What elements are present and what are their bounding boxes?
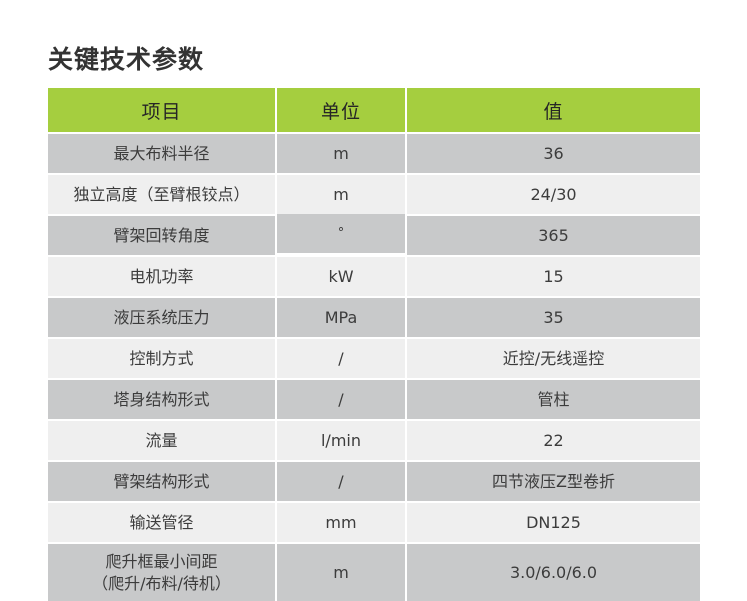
- cell-value: 365: [407, 216, 700, 257]
- column-header-unit: 单位: [277, 88, 407, 134]
- cell-value: 3.0/6.0/6.0: [407, 544, 700, 601]
- cell-unit: kW: [277, 257, 407, 298]
- table-row: 爬升框最小间距 （爬升/布料/待机） m 3.0/6.0/6.0: [48, 544, 700, 601]
- table-row: 塔身结构形式 / 管柱: [48, 380, 700, 421]
- cell-unit: /: [277, 339, 407, 380]
- cell-value: 管柱: [407, 380, 700, 421]
- table-row: 独立高度（至臂根铰点） m 24/30: [48, 175, 700, 216]
- table-row: 最大布料半径 m 36: [48, 134, 700, 175]
- cell-unit: /: [277, 380, 407, 421]
- cell-unit: l/min: [277, 421, 407, 462]
- table-row: 液压系统压力 MPa 35: [48, 298, 700, 339]
- page-title: 关键技术参数: [48, 44, 205, 74]
- cell-unit: /: [277, 462, 407, 503]
- cell-value: 36: [407, 134, 700, 175]
- cell-item: 塔身结构形式: [48, 380, 277, 421]
- cell-unit: m: [277, 175, 407, 216]
- cell-item: 臂架回转角度: [48, 216, 277, 257]
- cell-value: 22: [407, 421, 700, 462]
- table-header-row: 项目 单位 值: [48, 88, 700, 134]
- table-row: 流量 l/min 22: [48, 421, 700, 462]
- table-row: 输送管径 mm DN125: [48, 503, 700, 544]
- cell-value: 35: [407, 298, 700, 339]
- spec-page: 关键技术参数 项目 单位 值 最大布料半径 m 36 独立高度（至臂根铰点） m: [48, 44, 700, 601]
- cell-item: 爬升框最小间距 （爬升/布料/待机）: [48, 544, 277, 601]
- cell-item: 臂架结构形式: [48, 462, 277, 503]
- table-header: 项目 单位 值: [48, 88, 700, 134]
- cell-item: 独立高度（至臂根铰点）: [48, 175, 277, 216]
- column-header-item: 项目: [48, 88, 277, 134]
- cell-item: 最大布料半径: [48, 134, 277, 175]
- cell-value: 四节液压Z型卷折: [407, 462, 700, 503]
- cell-item: 输送管径: [48, 503, 277, 544]
- cell-item-line-1: 爬升框最小间距: [105, 551, 218, 571]
- table-row: 控制方式 / 近控/无线遥控: [48, 339, 700, 380]
- cell-unit: m: [277, 544, 407, 601]
- cell-item: 流量: [48, 421, 277, 462]
- cell-unit: mm: [277, 503, 407, 544]
- cell-item: 液压系统压力: [48, 298, 277, 339]
- cell-item: 控制方式: [48, 339, 277, 380]
- key-technical-parameters-table: 项目 单位 值 最大布料半径 m 36 独立高度（至臂根铰点） m 24/30 …: [48, 88, 700, 601]
- cell-value: 近控/无线遥控: [407, 339, 700, 380]
- cell-value: 15: [407, 257, 700, 298]
- table-body: 最大布料半径 m 36 独立高度（至臂根铰点） m 24/30 臂架回转角度 °…: [48, 134, 700, 601]
- cell-unit: m: [277, 134, 407, 175]
- cell-item: 电机功率: [48, 257, 277, 298]
- cell-unit: °: [277, 214, 407, 255]
- cell-item-line-2: （爬升/布料/待机）: [92, 573, 231, 593]
- table-row: 臂架结构形式 / 四节液压Z型卷折: [48, 462, 700, 503]
- table-row: 臂架回转角度 ° 365: [48, 214, 700, 257]
- column-header-value: 值: [407, 88, 700, 134]
- cell-unit: MPa: [277, 298, 407, 339]
- cell-value: 24/30: [407, 175, 700, 216]
- table-row: 电机功率 kW 15: [48, 257, 700, 298]
- cell-value: DN125: [407, 503, 700, 544]
